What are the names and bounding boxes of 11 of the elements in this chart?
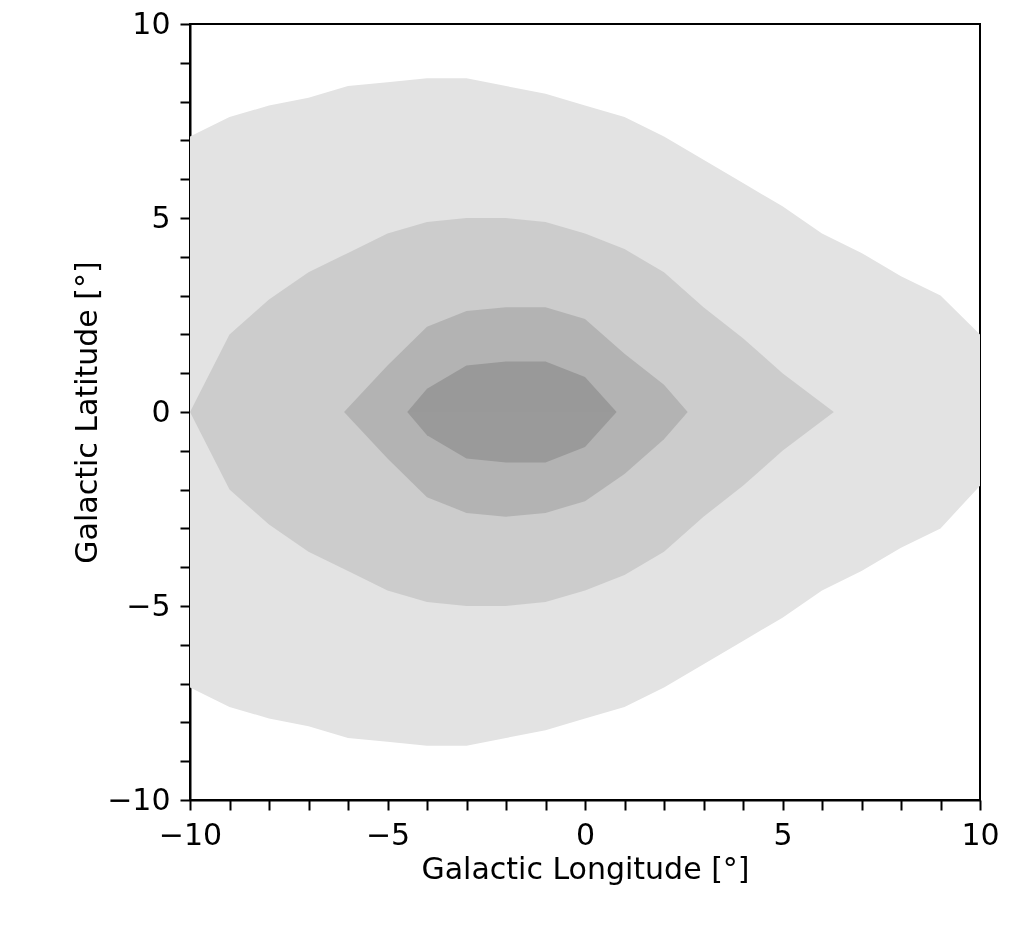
x-axis-title: Galactic Longitude [°]: [421, 850, 750, 886]
x-tick-label: −5: [365, 816, 411, 852]
y-tick-label: 5: [151, 199, 171, 235]
y-tick-label: −10: [107, 781, 171, 817]
y-tick-label: −5: [126, 587, 171, 623]
x-tick-label: 10: [961, 816, 1000, 852]
x-tick-label: 0: [575, 816, 596, 852]
y-axis-title: Galactic Latitude [°]: [69, 261, 105, 564]
x-tick-label: 5: [773, 816, 793, 852]
y-tick-label: 0: [151, 393, 171, 429]
y-tick-label: 10: [132, 5, 171, 41]
